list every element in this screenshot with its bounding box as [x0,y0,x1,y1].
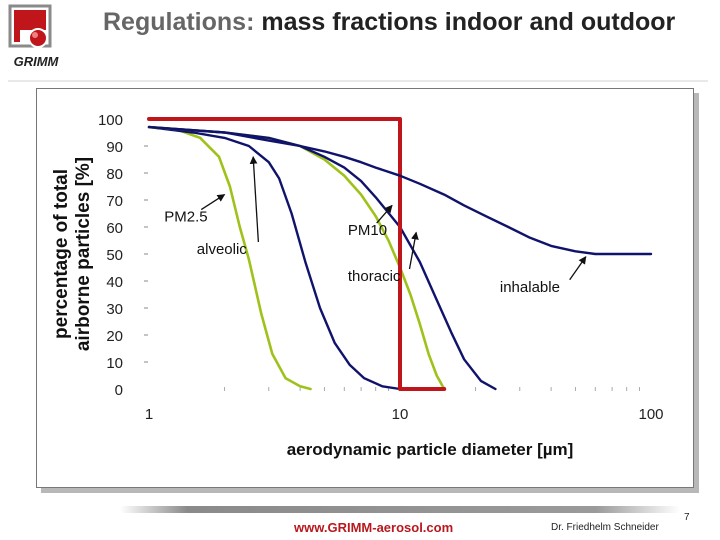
y-axis-title-group: percentage of total airborne particles [… [51,157,94,351]
logo-red-shape [14,10,46,42]
logo-sphere [28,28,48,48]
grimm-logo: GRIMM [6,4,68,78]
footer-divider [120,506,680,513]
y-axis-title-line1: percentage of total [51,169,72,339]
annotation-arrow [249,156,260,243]
footer-url[interactable]: www.GRIMM-aerosol.com [294,520,454,535]
y-tick-label: 20 [106,328,123,345]
slide-title: Regulations: mass fractions indoor and o… [103,6,703,38]
annotation-label: PM2.5 [164,209,207,226]
y-tick-label: 60 [106,220,123,237]
mass-fraction-chart: percentage of total airborne particles [… [51,112,664,459]
series-line-4 [147,125,497,391]
x-axis-title: aerodynamic particle diameter [µm] [287,440,574,459]
annotation-label: PM10 [348,222,387,239]
title-divider [8,80,708,82]
series-line-5 [147,117,447,391]
logo-wordmark: GRIMM [14,54,60,69]
logo-frame [8,4,52,48]
y-tick-label: 50 [106,247,123,264]
chart-frame: percentage of total airborne particles [… [36,88,694,488]
y-tick-label: 0 [115,382,123,399]
series-line-6 [147,125,653,256]
annotation-arrow [200,194,226,211]
slide-title-rest: mass fractions indoor and outdoor [254,8,676,36]
annotation-arrow [408,231,419,270]
x-tick-label: 10 [392,406,409,423]
annotation-arrow [569,256,587,281]
y-tick-label: 10 [106,355,123,372]
series-line-1 [147,125,312,391]
annotation-label: inhalable [500,279,560,296]
annotation-label: alveolic [197,241,248,258]
annotations: PM2.5 alveolic PM10 thoracic inhalable [164,156,587,296]
y-tick-label: 100 [98,112,123,129]
slide-title-accent: Regulations: [103,8,255,36]
page-number: 7 [684,512,690,523]
annotation-arrow [376,204,393,224]
y-tick-label: 40 [106,274,123,291]
annotation-label: thoracic [348,268,401,285]
footer-author: Dr. Friedhelm Schneider [551,522,659,533]
y-tick-label: 70 [106,193,123,210]
y-tick-label: 90 [106,139,123,156]
series-lines [147,117,653,391]
x-tick-label: 1 [145,406,153,423]
series-line-2 [147,125,402,391]
logo-sphere-highlight [32,32,38,38]
y-axis-title-line2: airborne particles [%] [73,157,94,351]
y-tick-label: 30 [106,301,123,318]
x-tick-label: 100 [638,406,663,423]
y-tick-label: 80 [106,166,123,183]
grimm-logo-graphic: GRIMM [8,4,60,69]
